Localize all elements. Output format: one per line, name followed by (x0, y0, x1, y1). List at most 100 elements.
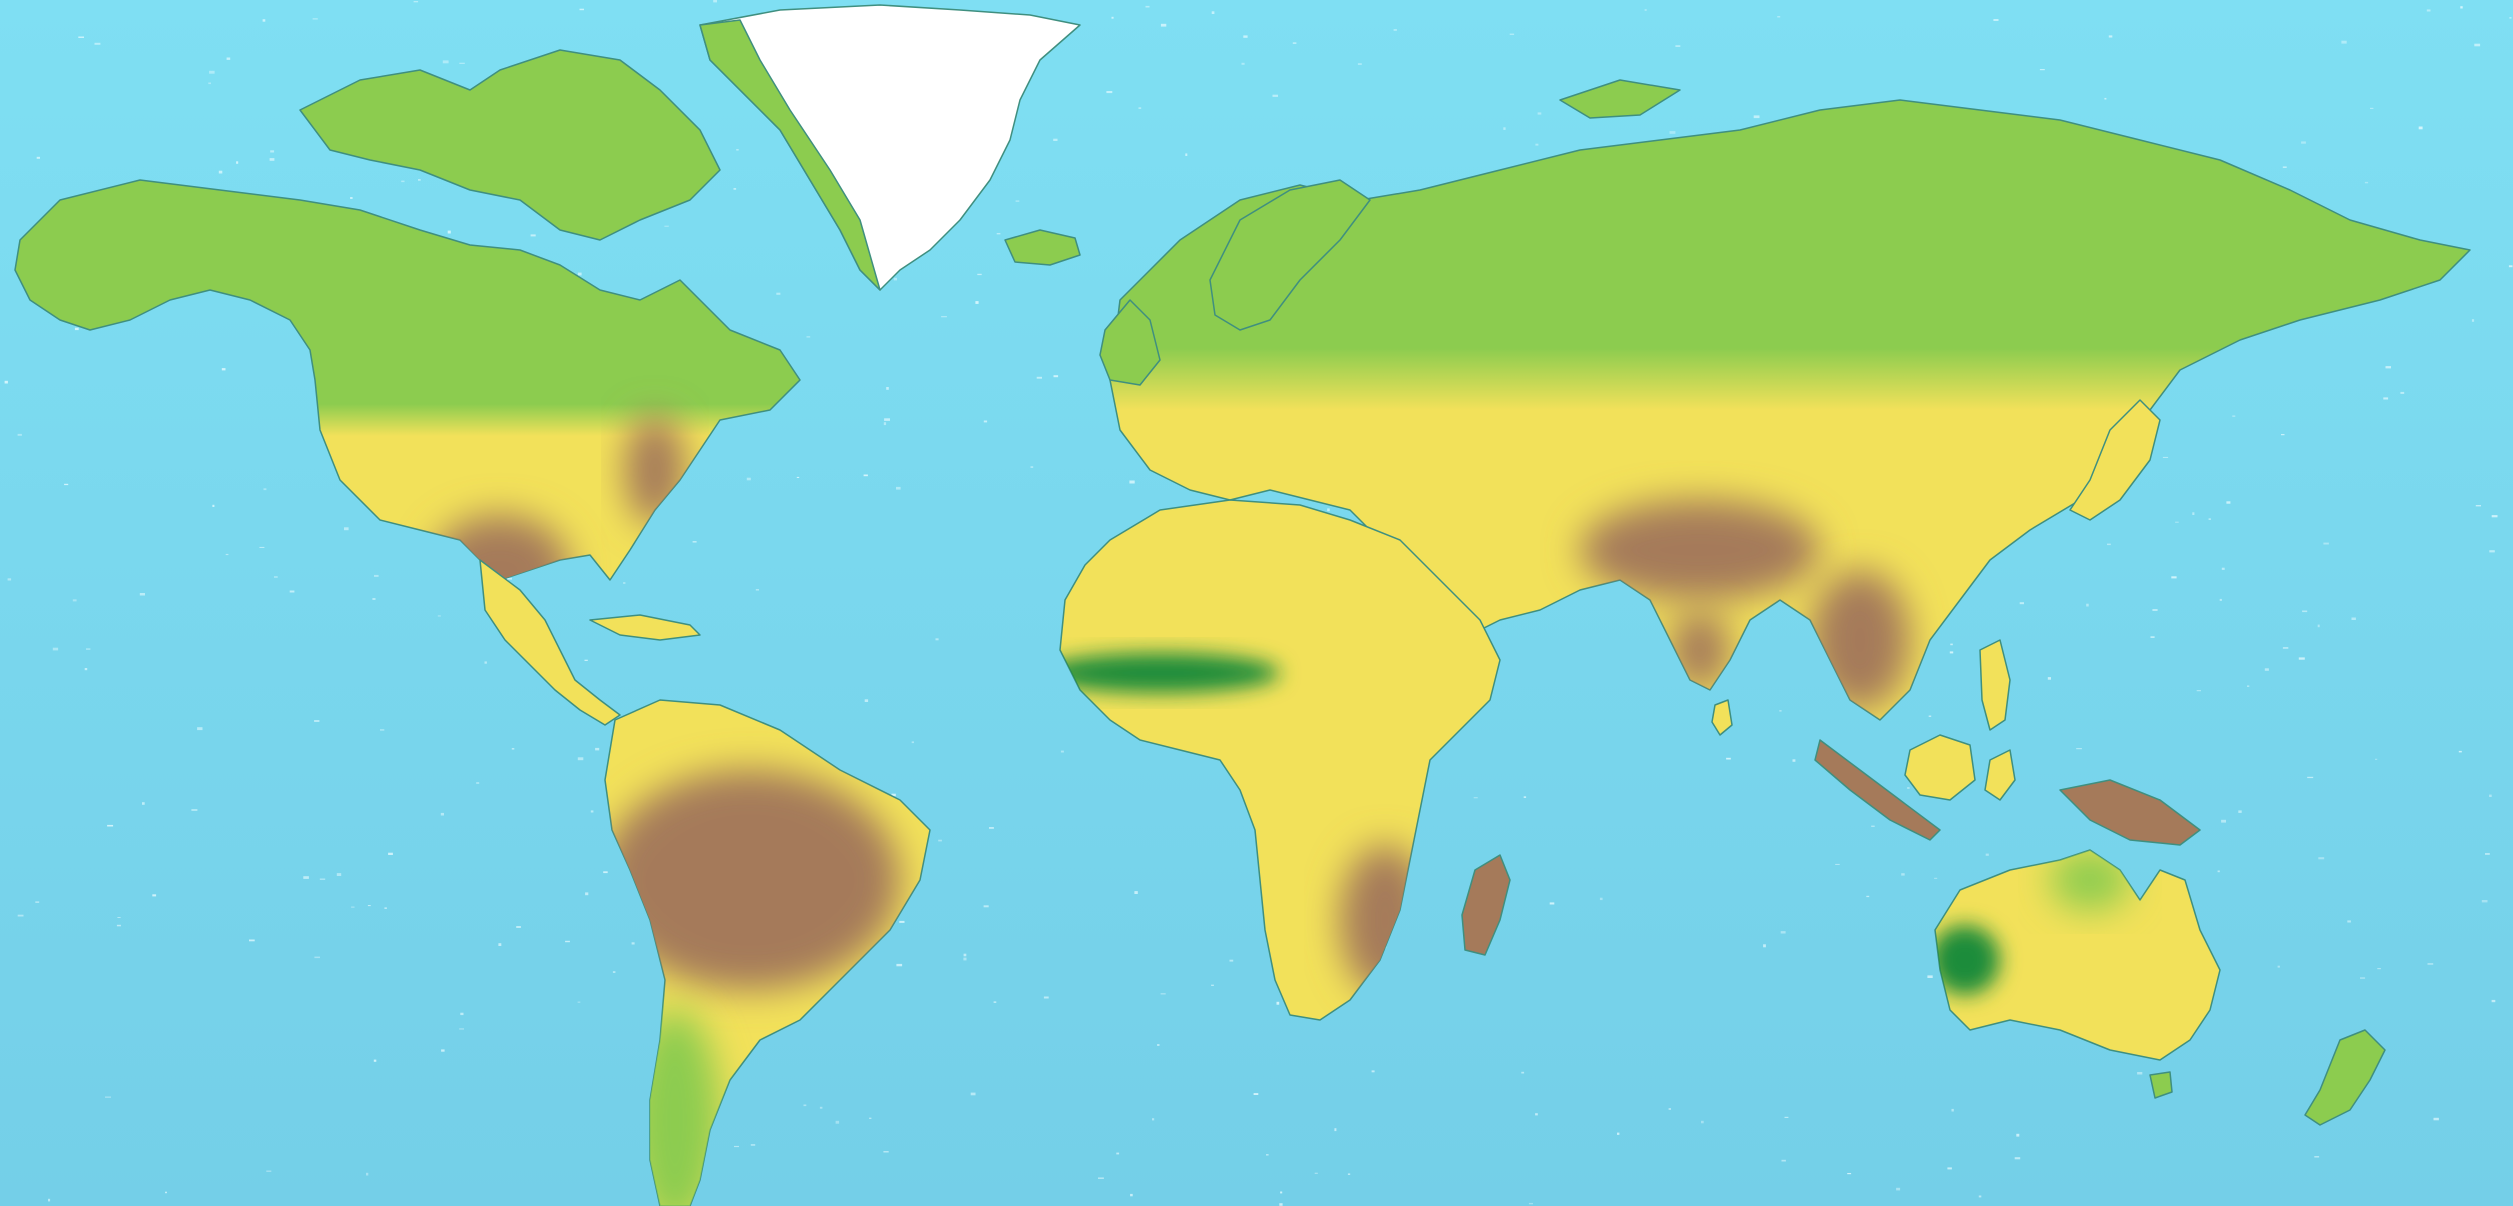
ocean-speckle (1675, 45, 1681, 47)
ocean-speckle (1928, 715, 1932, 717)
ocean-speckle (1780, 931, 1786, 934)
ocean-speckle (1753, 115, 1760, 119)
india-tip-tropical-zone (1670, 610, 1730, 690)
ocean-speckle (303, 876, 309, 879)
ocean-speckle (72, 599, 77, 602)
ocean-speckle (2302, 610, 2308, 613)
ocean-speckle (511, 748, 515, 750)
ocean-speckle (733, 188, 737, 190)
ocean-speckle (1327, 508, 1330, 512)
ocean-speckle (1993, 19, 1999, 21)
ocean-speckle (36, 156, 40, 159)
ocean-speckle (899, 920, 905, 923)
ocean-speckle (746, 477, 751, 481)
ocean-speckle (2318, 857, 2325, 860)
ocean-speckle (577, 757, 584, 761)
ocean-speckle (983, 420, 988, 423)
ocean-speckle (2019, 602, 2024, 605)
ocean-speckle (585, 892, 589, 896)
ocean-speckle (2192, 512, 2195, 515)
ocean-speckle (863, 474, 868, 477)
ocean-speckle (1393, 29, 1397, 31)
ocean-speckle (2307, 776, 2314, 779)
ocean-speckle (218, 170, 223, 174)
ocean-speckle (970, 1092, 976, 1096)
tasmania (2149, 1071, 2173, 1099)
ocean-speckle (2226, 501, 2231, 504)
japan (2069, 399, 2161, 521)
ocean-speckle (1053, 138, 1058, 141)
ocean-speckle (437, 615, 441, 617)
ocean-speckle (1763, 944, 1766, 948)
ocean-speckle (1523, 796, 1527, 798)
ocean-speckle (1253, 1093, 1259, 1095)
ocean-speckle (366, 1172, 369, 1176)
ocean-speckle (2301, 141, 2306, 144)
ocean-speckle (1145, 5, 1150, 8)
ocean-speckle (384, 907, 387, 909)
ocean-speckle (401, 180, 405, 183)
ocean-speckle (94, 42, 101, 45)
ocean-speckle (595, 747, 600, 751)
ocean-speckle (911, 741, 914, 744)
ocean-speckle (1043, 996, 1049, 999)
ocean-speckle (116, 924, 121, 927)
ocean-speckle (498, 943, 502, 946)
ocean-speckle (893, 277, 897, 281)
ocean-speckle (274, 576, 278, 578)
ocean-speckle (664, 225, 669, 227)
ocean-speckle (1934, 877, 1938, 879)
ocean-speckle (1160, 23, 1167, 27)
ocean-speckle (2489, 794, 2492, 797)
greenland-coast (699, 19, 881, 291)
ocean-speckle (86, 648, 91, 650)
ocean-speckle (963, 953, 967, 957)
ocean-speckle (442, 60, 449, 64)
ocean-speckle (336, 873, 342, 876)
ocean-speckle (2418, 126, 2423, 130)
ocean-speckle (7, 578, 12, 581)
ocean-speckle (963, 957, 967, 961)
ocean-speckle (2137, 1072, 2143, 1075)
ocean-speckle (1535, 143, 1539, 146)
ocean-speckle (314, 720, 320, 722)
ocean-speckle (17, 914, 24, 917)
ocean-speckle (225, 553, 229, 556)
ocean-speckle (1241, 62, 1245, 65)
ocean-speckle (1835, 863, 1840, 865)
ocean-speckle (1503, 127, 1506, 130)
ocean-speckle (2364, 181, 2369, 184)
ocean-speckle (142, 802, 145, 805)
ocean-speckle (612, 971, 616, 973)
ocean-speckle (2375, 758, 2378, 760)
ocean-speckle (2264, 668, 2269, 671)
ocean-speckle (447, 230, 451, 234)
ocean-speckle (388, 852, 393, 855)
ocean-speckle (506, 577, 512, 580)
ocean-speckle (1521, 1071, 1525, 1074)
ocean-speckle (2323, 542, 2329, 545)
ocean-speckle (2104, 97, 2107, 100)
ocean-speckle (350, 197, 353, 199)
ocean-speckle (2152, 609, 2158, 611)
ocean-speckle (1985, 853, 1989, 856)
sumatra (1814, 739, 1941, 841)
ocean-speckle (1792, 759, 1796, 762)
ocean-speckle (2107, 543, 2111, 546)
ocean-speckle (312, 18, 318, 20)
ocean-speckle (2281, 434, 2285, 436)
ocean-speckle (459, 1028, 464, 1030)
ocean-speckle (776, 292, 781, 295)
ocean-speckle (2360, 977, 2366, 979)
ocean-speckle (1779, 710, 1782, 712)
ocean-speckle (221, 368, 226, 371)
ocean-speckle (74, 327, 79, 331)
ocean-speckle (52, 647, 59, 651)
ocean-speckle (2314, 1156, 2320, 1158)
ocean-speckle (1036, 376, 1042, 379)
ocean-speckle (1030, 466, 1034, 468)
ocean-speckle (1116, 1152, 1120, 1155)
ocean-speckle (476, 782, 480, 784)
ocean-speckle (1701, 1120, 1704, 1124)
ocean-speckle (413, 1, 419, 3)
